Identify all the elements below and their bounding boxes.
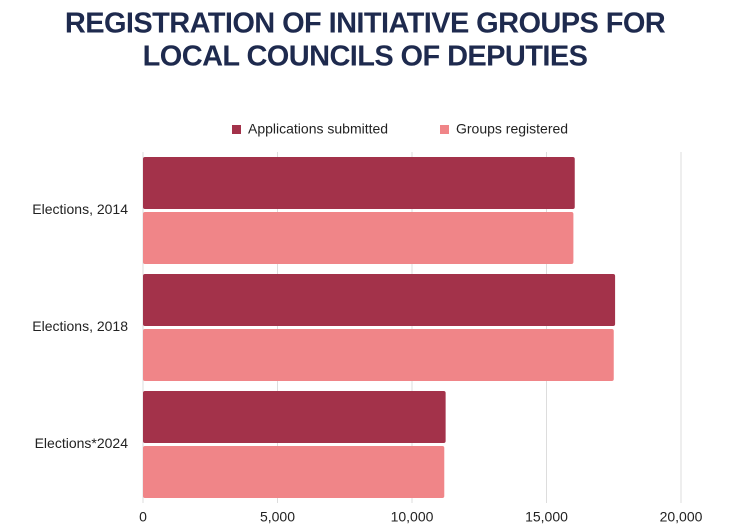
y-tick-label: Elections*2024: [35, 435, 129, 451]
bar: [143, 446, 445, 498]
chart-title: REGISTRATION OF INITIATIVE GROUPS FOR: [65, 8, 666, 40]
x-tick-label: 10,000: [391, 509, 434, 525]
bar: [143, 157, 575, 209]
y-tick-label: Elections, 2014: [32, 201, 128, 217]
y-tick-label: Elections, 2018: [32, 318, 128, 334]
bar: [143, 329, 614, 381]
x-tick-label: 5,000: [260, 509, 295, 525]
bar: [143, 274, 616, 326]
x-tick-label: 20,000: [660, 509, 703, 525]
chart-title: LOCAL COUNCILS OF DEPUTIES: [143, 41, 588, 73]
legend-label: Groups registered: [456, 121, 568, 137]
legend-label: Applications submitted: [248, 121, 388, 137]
legend-swatch: [440, 125, 449, 134]
bar: [143, 212, 574, 264]
bar: [143, 391, 446, 443]
x-tick-label: 0: [139, 509, 147, 525]
x-tick-label: 15,000: [525, 509, 568, 525]
legend-swatch: [232, 125, 241, 134]
